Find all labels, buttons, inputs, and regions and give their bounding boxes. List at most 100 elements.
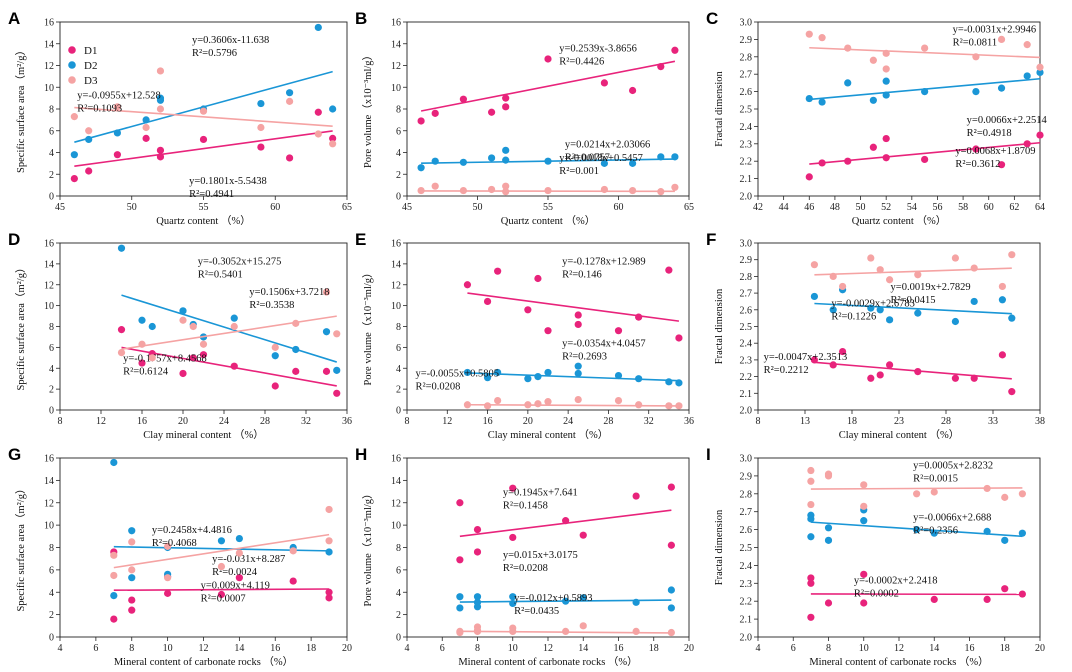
- r-squared-D3: R²=0.3538: [249, 300, 294, 311]
- equation-D2: y=-0.0066x+2.688: [913, 513, 991, 524]
- data-point-D1: [1023, 140, 1031, 148]
- data-point-D2: [179, 307, 187, 315]
- equation-D2: y=-0.0354x+4.0457: [562, 339, 646, 350]
- data-point-D1: [632, 492, 640, 500]
- data-point-D2: [329, 105, 337, 113]
- data-point-D1: [997, 161, 1006, 169]
- x-tick-label: 58: [958, 202, 968, 213]
- data-point-D1: [869, 143, 877, 151]
- y-tick-label: 6: [49, 126, 54, 137]
- x-tick-label: 46: [804, 202, 814, 213]
- data-point-D1: [882, 154, 890, 162]
- data-point-D1: [431, 109, 439, 117]
- data-point-D1: [257, 143, 265, 151]
- data-point-D1: [417, 117, 425, 125]
- r-squared-D3: R²=0.0811: [953, 37, 998, 48]
- data-point-D2: [818, 98, 826, 106]
- x-tick-label: 62: [1009, 202, 1019, 213]
- y-tick-label: 2.3: [740, 139, 753, 150]
- data-point-D1: [524, 306, 532, 314]
- x-axis-label: Quartz content （%）: [852, 215, 946, 227]
- data-point-D3: [579, 622, 587, 630]
- data-point-D3: [997, 35, 1006, 44]
- data-point-D3: [156, 67, 165, 75]
- data-point-D1: [322, 367, 331, 375]
- data-point-D2: [456, 593, 464, 601]
- y-tick-label: 0: [49, 633, 54, 644]
- panel-letter: D: [8, 230, 20, 249]
- r-squared-D3: R²=0.4068: [152, 538, 197, 549]
- r-squared-D1: R²=0.4426: [559, 57, 604, 68]
- data-point-D2: [117, 244, 126, 252]
- x-tick-label: 32: [301, 416, 311, 427]
- y-tick-label: 2.9: [740, 255, 753, 266]
- data-point-D3: [544, 398, 552, 406]
- x-axis-label: Clay mineral content （%）: [488, 429, 608, 441]
- y-tick-label: 3.0: [740, 239, 753, 250]
- y-tick-label: 2.1: [740, 389, 753, 400]
- trend-line-D3: [121, 315, 337, 350]
- data-point-D3: [257, 123, 265, 132]
- x-tick-label: 8: [129, 643, 134, 654]
- y-tick-label: 4: [49, 588, 54, 599]
- trend-line-D3: [814, 267, 1012, 276]
- panel-I: I 4 6 8 10 12 14 16 18 20 2.0 2.1 2.2 2.3 2.4 2.5 2.6 2.7…: [706, 445, 1045, 668]
- equation-D3: y=0.2458x+4.4816: [152, 525, 232, 536]
- x-tick-label: 60: [984, 202, 994, 213]
- x-tick-label: 48: [830, 202, 840, 213]
- x-axis-label: Mineral content of carbonate rocks （%）: [809, 656, 988, 668]
- data-point-D3: [325, 505, 333, 514]
- x-tick-label: 55: [543, 202, 553, 213]
- data-point-D2: [614, 371, 623, 380]
- equation-D1: y=-0.0002x+2.2418: [854, 575, 938, 586]
- data-point-D3: [325, 537, 333, 545]
- data-point-D3: [189, 322, 197, 331]
- equation-D2: y=0.015x+3.0175: [503, 550, 578, 561]
- y-tick-label: 2.2: [740, 597, 753, 608]
- plot-frame: [59, 242, 348, 411]
- panel-letter: C: [706, 9, 718, 28]
- y-tick-label: 2.8: [740, 489, 753, 500]
- data-point-D2: [502, 146, 510, 154]
- x-tick-label: 28: [603, 416, 613, 427]
- x-tick-label: 28: [941, 416, 951, 427]
- data-point-D2: [235, 534, 243, 543]
- y-tick-label: 0: [396, 192, 401, 203]
- data-point-D3: [839, 282, 847, 291]
- x-tick-label: 20: [342, 643, 352, 654]
- data-point-D2: [142, 116, 150, 124]
- data-point-D2: [473, 593, 482, 601]
- x-tick-label: 6: [791, 643, 796, 654]
- data-point-D1: [930, 595, 938, 604]
- r-squared-D2: R²=0.0024: [212, 567, 258, 578]
- data-point-D3: [544, 186, 552, 195]
- equation-D2: y=0.0214x+2.03066: [565, 139, 650, 150]
- y-tick-label: 10: [391, 521, 401, 532]
- y-tick-label: 6: [396, 126, 401, 137]
- data-point-D3: [970, 264, 978, 272]
- y-tick-label: 14: [391, 476, 401, 487]
- trend-line-D3: [467, 403, 679, 407]
- y-tick-label: 2: [396, 170, 401, 181]
- data-point-D2: [574, 369, 582, 378]
- data-point-D1: [876, 371, 884, 379]
- data-point-D3: [473, 627, 482, 636]
- data-point-D1: [562, 517, 570, 525]
- y-tick-label: 0: [49, 192, 54, 203]
- data-point-D3: [882, 65, 890, 73]
- data-point-D3: [271, 343, 279, 351]
- x-tick-label: 54: [907, 202, 917, 213]
- equation-D1: y=0.1945x+7.641: [503, 488, 578, 499]
- data-point-D1: [882, 134, 890, 143]
- data-point-D1: [807, 613, 815, 621]
- x-tick-label: 52: [881, 202, 891, 213]
- data-point-D3: [128, 566, 136, 574]
- data-point-D2: [997, 84, 1006, 92]
- equation-D3: y=-0.012x+0.5893: [514, 593, 592, 604]
- data-point-D1: [951, 374, 960, 382]
- data-point-D3: [488, 185, 496, 194]
- x-tick-label: 20: [1035, 643, 1045, 654]
- x-tick-label: 6: [440, 643, 445, 654]
- data-point-D1: [657, 62, 665, 71]
